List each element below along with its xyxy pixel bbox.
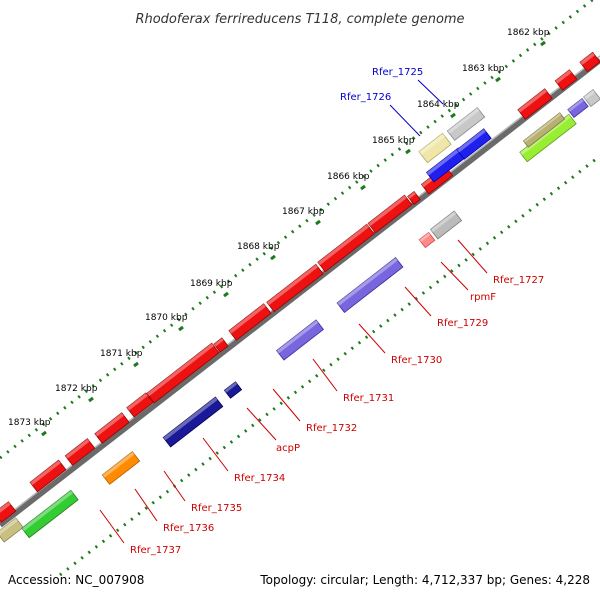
gene-label-leader [99, 509, 125, 544]
gene-arrow [94, 412, 130, 444]
gene-arrow [336, 257, 404, 313]
backbone-line [0, 57, 600, 528]
tick-mark [450, 112, 456, 119]
gene-arrow [126, 392, 154, 418]
tick-mark [315, 219, 321, 226]
gene-label-leader [389, 104, 421, 137]
inner-scale-line [59, 154, 600, 577]
gene-arrow [21, 489, 79, 539]
gene-arrow [228, 303, 272, 341]
gene-arrow [429, 210, 463, 240]
gene-arrow [456, 128, 492, 160]
tick-mark [360, 184, 366, 191]
tick-label: 1862 kbp [507, 28, 550, 38]
gene-label-leader [358, 323, 386, 354]
gene-arrow [446, 107, 486, 141]
gene-arrow [317, 223, 375, 273]
tick-label: 1872 kbp [55, 384, 98, 394]
tick-label: 1863 kbp [462, 64, 505, 74]
tick-mark [405, 148, 411, 155]
gene-arrow [146, 342, 220, 404]
genome-title: Rhodoferax ferrireducens T118, complete … [135, 12, 464, 27]
accession-text: Accession: NC_007908 [8, 573, 145, 587]
gene-label: Rfer_1732 [306, 423, 357, 434]
gene-arrow [554, 69, 578, 91]
gene-arrow [418, 132, 452, 164]
gene-arrow [162, 396, 224, 448]
gene-arrow [583, 89, 600, 107]
gene-label: rpmF [470, 292, 496, 303]
gene-label: Rfer_1735 [191, 503, 242, 514]
tick-mark [178, 325, 184, 332]
gene-arrow [367, 194, 413, 234]
gene-arrow [522, 112, 566, 148]
gene-label: Rfer_1731 [343, 393, 394, 404]
gene-label: Rfer_1727 [493, 275, 544, 286]
tick-mark [223, 291, 229, 298]
gene-label-leader [440, 261, 469, 291]
gene-label: Rfer_1737 [130, 545, 181, 556]
tick-marks: 1862 kbp 1863 kbp 1864 kbp 1865 kbp 1866 kbp… [8, 28, 550, 437]
gene-arrow [223, 381, 243, 399]
gene-label-leader [134, 488, 158, 522]
gene-arrow [276, 319, 324, 361]
tick-label: 1867 kbp [282, 207, 325, 217]
tick-label: 1869 kbp [190, 279, 233, 289]
gene-label-leader [457, 239, 488, 274]
gene-arrow [213, 337, 229, 353]
gene-label: Rfer_1734 [234, 473, 285, 484]
tick-label: 1864 kbp [417, 100, 460, 110]
gene-arrow [101, 451, 141, 485]
gene-arrow [407, 191, 421, 205]
gene-arrow [29, 459, 67, 493]
gene-label-leader [163, 470, 186, 502]
gene-arrow [418, 231, 436, 249]
tick-label: 1870 kbp [145, 313, 188, 323]
gene-label-leader [404, 286, 432, 317]
gene-arrow [517, 88, 553, 120]
genome-stats-text: Topology: circular; Length: 4,712,337 bp… [260, 573, 590, 587]
gene-label-leader [312, 358, 338, 392]
gene-labels: Rfer_1725 Rfer_1726 Rfer_1727 rpmF Rfer_1729… [99, 67, 544, 556]
tick-mark [495, 76, 501, 83]
gene-features [0, 51, 600, 543]
gene-arrow [266, 263, 324, 313]
outer-scale-line [0, 0, 595, 460]
gene-label: Rfer_1725 [372, 67, 423, 78]
tick-mark [41, 430, 47, 437]
gene-label-leader [246, 407, 277, 441]
tick-mark [133, 361, 139, 368]
gene-arrow [567, 97, 589, 119]
tick-label: 1868 kbp [237, 242, 280, 252]
tick-mark [270, 254, 276, 261]
gene-label: acpP [276, 443, 300, 454]
tick-label: 1871 kbp [100, 349, 143, 359]
gene-label: Rfer_1736 [163, 523, 214, 534]
tick-mark [88, 396, 94, 403]
gene-arrow [64, 438, 96, 466]
gene-label: Rfer_1726 [340, 92, 391, 103]
gene-label-leader [272, 388, 301, 422]
gene-label-leader [202, 437, 229, 472]
tick-label: 1865 kbp [372, 136, 415, 146]
tick-mark [540, 40, 546, 47]
gene-label: Rfer_1729 [437, 318, 488, 329]
gene-label: Rfer_1730 [391, 355, 442, 366]
gene-label-leader [417, 79, 444, 105]
tick-label: 1873 kbp [8, 418, 51, 428]
gene-arrow [0, 501, 17, 523]
tick-label: 1866 kbp [327, 172, 370, 182]
